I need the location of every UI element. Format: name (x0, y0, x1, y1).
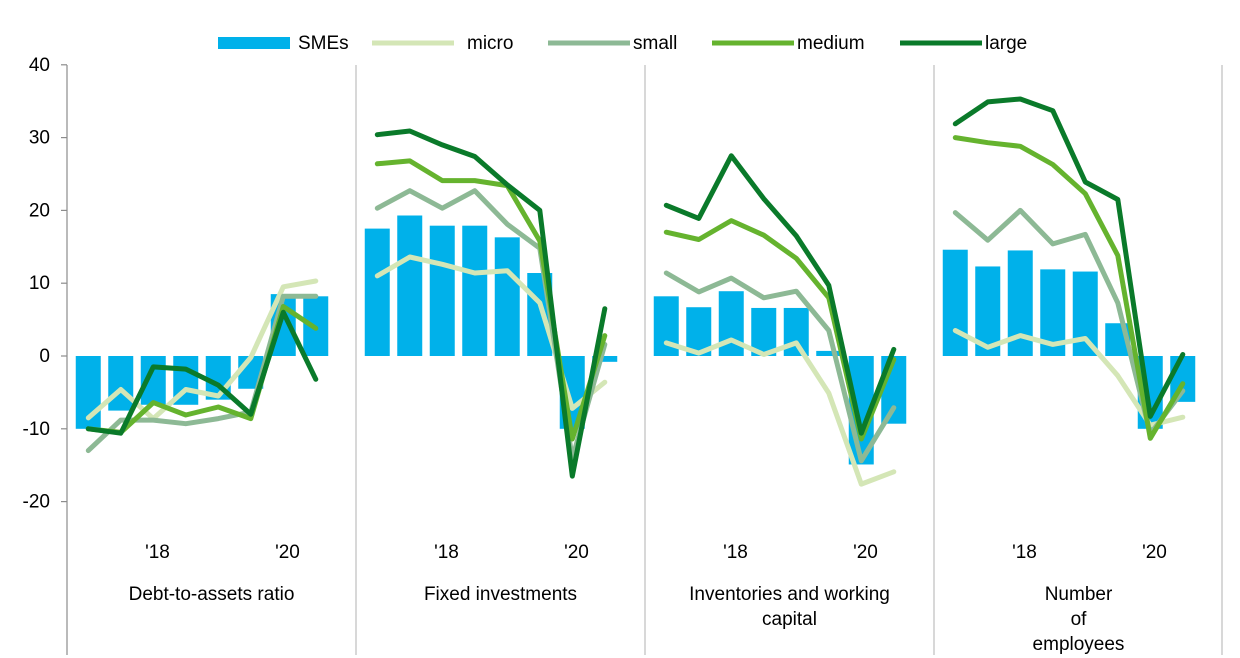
bar-smes (942, 249, 968, 356)
y-tick-label: 20 (29, 200, 50, 221)
x-tick-label: '20 (1142, 542, 1167, 563)
legend-label-medium: medium (797, 33, 865, 54)
panel-label: capital (762, 609, 817, 630)
lines (85, 96, 1186, 487)
bar-smes (783, 307, 809, 356)
x-tick-label: '18 (434, 542, 459, 563)
panel-label: Number (1045, 584, 1113, 605)
x-tick-label: '18 (1012, 542, 1037, 563)
bar-smes (494, 237, 520, 356)
bar-smes (1072, 271, 1098, 356)
line-large (663, 153, 897, 436)
bar-smes (397, 215, 423, 356)
line-small (663, 270, 897, 464)
x-tick-label: '20 (275, 542, 300, 563)
legend-label-smes: SMEs (298, 33, 349, 54)
legend-swatch-smes (218, 37, 290, 49)
y-tick-label: -20 (23, 492, 50, 513)
legend-label-small: small (633, 33, 677, 54)
y-tick-label: 0 (39, 346, 50, 367)
bar-smes (108, 356, 134, 411)
line-large (952, 96, 1186, 419)
bar-smes (429, 225, 455, 356)
panel-label: Inventories and working (689, 584, 890, 605)
legend: SMEs micro small medium large (218, 33, 1027, 54)
line-micro (85, 278, 319, 422)
y-tick-label: 10 (29, 273, 50, 294)
x-tick-label: '20 (564, 542, 589, 563)
bar-smes (592, 356, 618, 362)
panel-label: Fixed investments (424, 584, 577, 605)
x-tick-label: '18 (145, 542, 170, 563)
y-tick-label: 30 (29, 128, 50, 149)
line-large (85, 309, 319, 436)
bar-smes (462, 225, 488, 356)
line-large (374, 128, 608, 479)
axes (61, 64, 1223, 655)
line-micro (663, 337, 897, 487)
x-tick-label: '20 (853, 542, 878, 563)
y-tick-label: 40 (29, 55, 50, 76)
line-medium (374, 158, 608, 442)
bar-smes (364, 228, 390, 356)
panel-label: of (1071, 609, 1088, 630)
panel-label: employees (1033, 634, 1125, 655)
legend-label-large: large (985, 33, 1027, 54)
labels: -20 -10 0 10 20 30 40 '18 '20 Debt-to-assets rati… (23, 55, 1167, 655)
legend-label-micro: micro (467, 33, 513, 54)
bar-smes (751, 307, 777, 356)
x-tick-label: '18 (723, 542, 748, 563)
panel-label: Debt-to-assets ratio (129, 584, 295, 605)
y-tick-label: -10 (23, 419, 50, 440)
line-medium (952, 135, 1186, 441)
bar-smes (816, 350, 842, 356)
